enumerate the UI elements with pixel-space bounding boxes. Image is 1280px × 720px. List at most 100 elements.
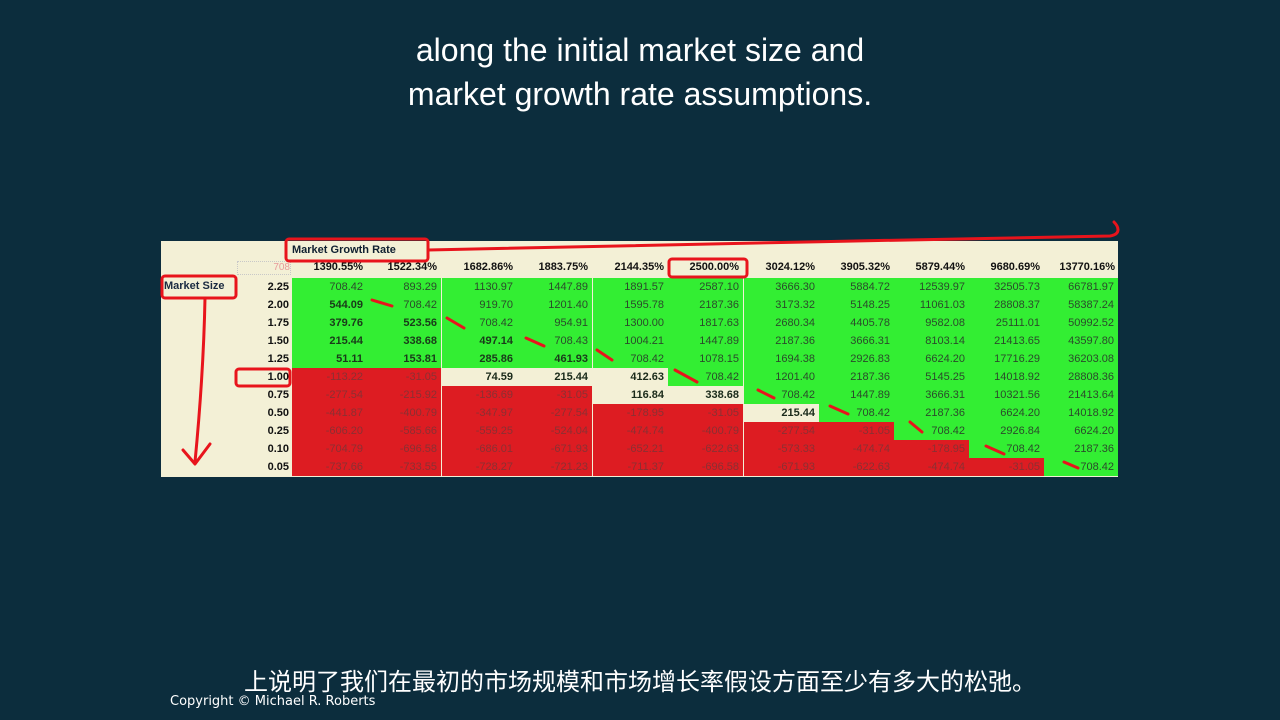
table-cell[interactable]: 1447.89 — [819, 386, 894, 404]
table-cell[interactable]: 1595.78 — [593, 296, 668, 314]
table-cell[interactable]: -277.54 — [517, 404, 592, 422]
table-cell[interactable]: -136.69 — [442, 386, 517, 404]
table-cell[interactable]: -347.97 — [442, 404, 517, 422]
table-cell[interactable]: 1447.89 — [668, 332, 743, 350]
table-cell[interactable]: 3666.30 — [744, 278, 819, 296]
table-cell[interactable]: -721.23 — [517, 458, 592, 476]
table-cell[interactable]: 1130.97 — [442, 278, 517, 296]
table-cell[interactable]: -474.74 — [819, 440, 894, 458]
table-cell[interactable]: -652.21 — [593, 440, 668, 458]
table-cell[interactable]: 2187.36 — [744, 332, 819, 350]
table-cell[interactable]: 17716.29 — [969, 350, 1044, 368]
table-cell[interactable]: 9582.08 — [894, 314, 969, 332]
table-cell[interactable]: -737.66 — [292, 458, 367, 476]
table-cell[interactable]: 2680.34 — [744, 314, 819, 332]
table-cell[interactable]: -277.54 — [292, 386, 367, 404]
table-cell[interactable]: -524.04 — [517, 422, 592, 440]
table-cell[interactable]: 43597.80 — [1044, 332, 1118, 350]
table-cell[interactable]: 1201.40 — [517, 296, 592, 314]
table-cell[interactable]: -711.37 — [593, 458, 668, 476]
table-cell[interactable]: 215.44 — [744, 404, 819, 422]
table-cell[interactable]: 1694.38 — [744, 350, 819, 368]
table-cell[interactable]: -573.33 — [744, 440, 819, 458]
table-cell[interactable]: 14018.92 — [1044, 404, 1118, 422]
table-cell[interactable]: 3666.31 — [894, 386, 969, 404]
table-cell[interactable]: 5145.25 — [894, 368, 969, 386]
table-cell[interactable]: 66781.97 — [1044, 278, 1118, 296]
table-cell[interactable]: 32505.73 — [969, 278, 1044, 296]
table-cell[interactable]: -31.05 — [517, 386, 592, 404]
table-cell[interactable]: -559.25 — [442, 422, 517, 440]
table-cell[interactable]: -441.87 — [292, 404, 367, 422]
table-cell[interactable]: -728.27 — [442, 458, 517, 476]
table-cell[interactable]: -113.22 — [292, 368, 367, 386]
table-cell[interactable]: -31.05 — [969, 458, 1044, 476]
table-cell[interactable]: 1817.63 — [668, 314, 743, 332]
table-cell[interactable]: -474.74 — [894, 458, 969, 476]
table-cell[interactable]: 215.44 — [517, 368, 592, 386]
table-cell[interactable]: 2187.36 — [819, 368, 894, 386]
table-cell[interactable]: 3173.32 — [744, 296, 819, 314]
table-cell[interactable]: 708.42 — [894, 422, 969, 440]
table-cell[interactable]: -31.05 — [366, 368, 441, 386]
table-cell[interactable]: 8103.14 — [894, 332, 969, 350]
table-cell[interactable]: 708.42 — [969, 440, 1044, 458]
table-cell[interactable]: 2187.36 — [668, 296, 743, 314]
table-cell[interactable]: -400.79 — [366, 404, 441, 422]
table-cell[interactable]: -733.55 — [366, 458, 441, 476]
table-cell[interactable]: -215.92 — [366, 386, 441, 404]
table-cell[interactable]: 50992.52 — [1044, 314, 1118, 332]
table-cell[interactable]: 1004.21 — [593, 332, 668, 350]
table-cell[interactable]: 25111.01 — [969, 314, 1044, 332]
table-cell[interactable]: -704.79 — [292, 440, 367, 458]
table-cell[interactable]: 2187.36 — [1044, 440, 1118, 458]
table-cell[interactable]: 10321.56 — [969, 386, 1044, 404]
table-cell[interactable]: 2187.36 — [894, 404, 969, 422]
table-cell[interactable]: -696.58 — [668, 458, 743, 476]
table-cell[interactable]: 285.86 — [442, 350, 517, 368]
table-cell[interactable]: -671.93 — [517, 440, 592, 458]
table-cell[interactable]: 338.68 — [668, 386, 743, 404]
table-cell[interactable]: 21413.64 — [1044, 386, 1118, 404]
table-cell[interactable]: 544.09 — [292, 296, 367, 314]
table-cell[interactable]: 1201.40 — [744, 368, 819, 386]
table-cell[interactable]: 412.63 — [593, 368, 668, 386]
table-cell[interactable]: 153.81 — [366, 350, 441, 368]
table-cell[interactable]: 11061.03 — [894, 296, 969, 314]
table-cell[interactable]: 215.44 — [292, 332, 367, 350]
table-cell[interactable]: 1300.00 — [593, 314, 668, 332]
table-cell[interactable]: 708.43 — [517, 332, 592, 350]
table-cell[interactable]: -696.58 — [366, 440, 441, 458]
table-cell[interactable]: -606.20 — [292, 422, 367, 440]
table-cell[interactable]: -474.74 — [593, 422, 668, 440]
table-cell[interactable]: 1891.57 — [593, 278, 668, 296]
table-cell[interactable]: 5884.72 — [819, 278, 894, 296]
table-cell[interactable]: 3666.31 — [819, 332, 894, 350]
table-cell[interactable]: -585.66 — [366, 422, 441, 440]
table-cell[interactable]: 51.11 — [292, 350, 367, 368]
table-cell[interactable]: 338.68 — [366, 332, 441, 350]
table-cell[interactable]: -622.63 — [819, 458, 894, 476]
table-cell[interactable]: -31.05 — [668, 404, 743, 422]
table-cell[interactable]: -178.95 — [894, 440, 969, 458]
table-cell[interactable]: 28808.36 — [1044, 368, 1118, 386]
table-cell[interactable]: 708.42 — [819, 404, 894, 422]
table-cell[interactable]: 2926.84 — [969, 422, 1044, 440]
table-cell[interactable]: 708.42 — [1044, 458, 1118, 476]
table-cell[interactable]: 14018.92 — [969, 368, 1044, 386]
table-cell[interactable]: -686.01 — [442, 440, 517, 458]
table-cell[interactable]: 708.42 — [593, 350, 668, 368]
table-cell[interactable]: -622.63 — [668, 440, 743, 458]
table-cell[interactable]: 461.93 — [517, 350, 592, 368]
table-cell[interactable]: 28808.37 — [969, 296, 1044, 314]
table-cell[interactable]: 6624.20 — [969, 404, 1044, 422]
table-cell[interactable]: -400.79 — [668, 422, 743, 440]
table-cell[interactable]: 708.42 — [366, 296, 441, 314]
table-cell[interactable]: 12539.97 — [894, 278, 969, 296]
table-cell[interactable]: 497.14 — [442, 332, 517, 350]
table-cell[interactable]: 1447.89 — [517, 278, 592, 296]
table-cell[interactable]: 5148.25 — [819, 296, 894, 314]
table-cell[interactable]: 6624.20 — [894, 350, 969, 368]
table-cell[interactable]: -31.05 — [819, 422, 894, 440]
table-cell[interactable]: 954.91 — [517, 314, 592, 332]
